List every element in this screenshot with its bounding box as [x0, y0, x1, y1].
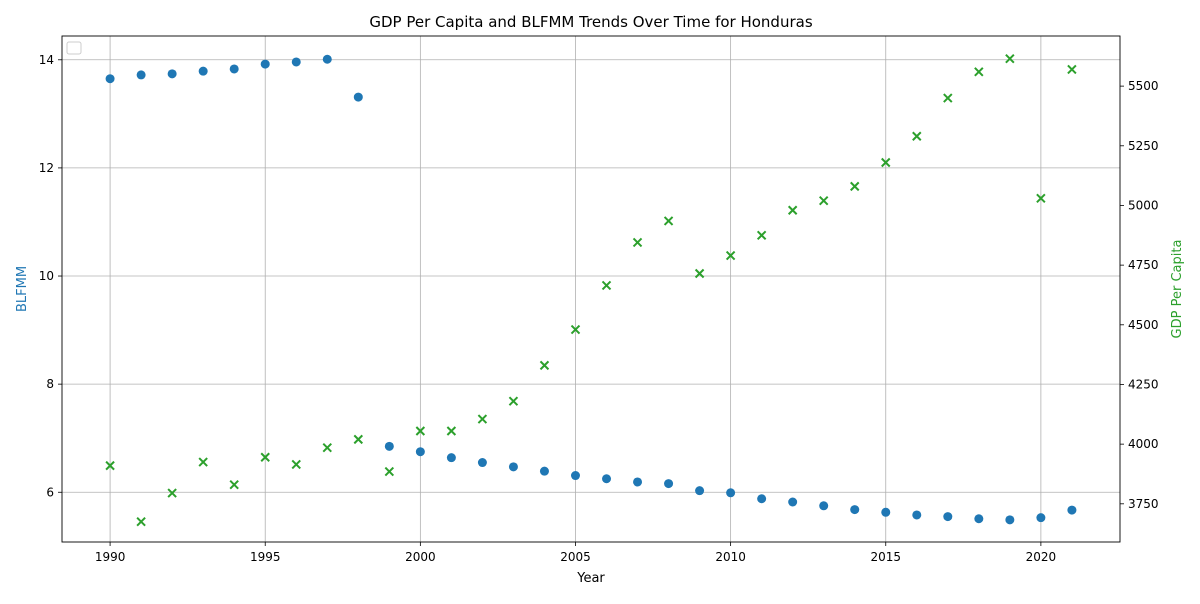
x-tick-label: 2000: [405, 550, 436, 564]
blfmm-point: [384, 441, 394, 451]
gdp-point: [384, 466, 395, 477]
x-tick-label: 2005: [560, 550, 591, 564]
gdp-point: [974, 67, 984, 77]
y-left-tick-label: 6: [46, 485, 54, 499]
blfmm-point: [695, 486, 705, 496]
blfmm-point: [850, 505, 860, 515]
gdp-point: [291, 459, 301, 470]
gdp-point: [601, 280, 612, 291]
blfmm-point: [1067, 505, 1077, 515]
plot-frame: [61, 35, 1121, 543]
gdp-point: [881, 157, 891, 168]
gdp-point: [353, 434, 364, 445]
gdp-point: [477, 414, 488, 424]
gdp-point: [787, 205, 798, 215]
blfmm-point: [167, 69, 177, 79]
gdp-point: [943, 93, 953, 103]
blfmm-point: [974, 514, 984, 524]
gdp-point: [260, 452, 270, 462]
legend-box: [66, 41, 82, 55]
y-right-tick-label: 5000: [1128, 198, 1159, 212]
blfmm-point: [477, 458, 487, 468]
gdp-point: [105, 460, 115, 471]
blfmm-point: [633, 477, 643, 487]
gdp-point: [539, 360, 550, 371]
blfmm-point: [105, 74, 115, 84]
blfmm-point: [757, 494, 767, 504]
gdp-point: [850, 181, 860, 192]
y-left-tick-label: 8: [46, 377, 54, 391]
blfmm-point: [943, 512, 953, 522]
blfmm-point: [602, 474, 612, 484]
y-left-tick-label: 10: [39, 269, 54, 283]
y-right-tick-label: 4500: [1128, 318, 1159, 332]
blfmm-point: [539, 466, 549, 476]
axis-ticks: 1990 1995 2000 2005 2010 2015 2020 6 8 10 12 14 3750…: [39, 53, 1159, 564]
blfmm-point: [291, 57, 301, 67]
blfmm-point: [260, 59, 270, 69]
y-left-tick-label: 14: [39, 53, 54, 67]
blfmm-point: [508, 462, 518, 472]
blfmm-point: [726, 488, 736, 498]
blfmm-point: [415, 447, 425, 457]
data-marks: [105, 53, 1077, 527]
gdp-point: [167, 488, 177, 498]
x-tick-label: 1990: [95, 550, 126, 564]
blfmm-point: [819, 501, 829, 511]
blfmm-point: [136, 70, 146, 80]
gdp-point: [632, 237, 643, 248]
y-right-tick-label: 5250: [1128, 139, 1159, 153]
gdp-point: [322, 443, 332, 453]
gdp-point: [725, 250, 736, 261]
x-axis-label: Year: [576, 571, 605, 586]
blfmm-point: [322, 54, 332, 64]
x-tick-label: 2020: [1026, 550, 1057, 564]
gdp-point: [446, 426, 457, 436]
blfmm-point: [446, 453, 456, 463]
y-axis-left-label: BLFMM: [15, 266, 30, 312]
blfmm-point: [1036, 513, 1046, 523]
gdp-point: [1036, 193, 1046, 204]
gdp-point: [818, 195, 829, 206]
x-tick-label: 2015: [870, 550, 901, 564]
gdp-point: [694, 268, 705, 279]
gdp-point: [570, 324, 581, 335]
blfmm-point: [788, 497, 798, 507]
gdp-point: [756, 230, 767, 241]
blfmm-point: [570, 471, 580, 481]
gdp-point: [663, 216, 674, 226]
blfmm-point: [881, 507, 891, 517]
gdp-point: [1067, 64, 1077, 75]
y-right-tick-label: 5500: [1128, 79, 1159, 93]
y-right-tick-label: 3750: [1128, 497, 1159, 511]
gdp-point: [415, 426, 426, 436]
grid-lines: [62, 36, 1120, 542]
y-left-tick-label: 12: [39, 161, 54, 175]
gdp-point: [912, 131, 922, 141]
y-right-tick-label: 4250: [1128, 377, 1159, 391]
blfmm-point: [198, 66, 208, 76]
y-right-tick-label: 4000: [1128, 437, 1159, 451]
gdp-point: [136, 517, 146, 527]
gdp-point: [1005, 53, 1015, 64]
y-right-tick-label: 4750: [1128, 258, 1159, 272]
y-axis-right-label: GDP Per Capita: [1170, 240, 1185, 339]
blfmm-point: [353, 92, 363, 102]
chart-title: GDP Per Capita and BLFMM Trends Over Tim…: [369, 13, 812, 31]
gdp-point: [229, 480, 239, 490]
blfmm-point: [912, 510, 922, 520]
x-tick-label: 2010: [715, 550, 746, 564]
blfmm-point: [1005, 515, 1015, 525]
x-tick-label: 1995: [250, 550, 281, 564]
gdp-point: [508, 396, 519, 406]
blfmm-point: [229, 64, 239, 74]
blfmm-point: [664, 479, 674, 489]
gdp-point: [198, 457, 208, 467]
